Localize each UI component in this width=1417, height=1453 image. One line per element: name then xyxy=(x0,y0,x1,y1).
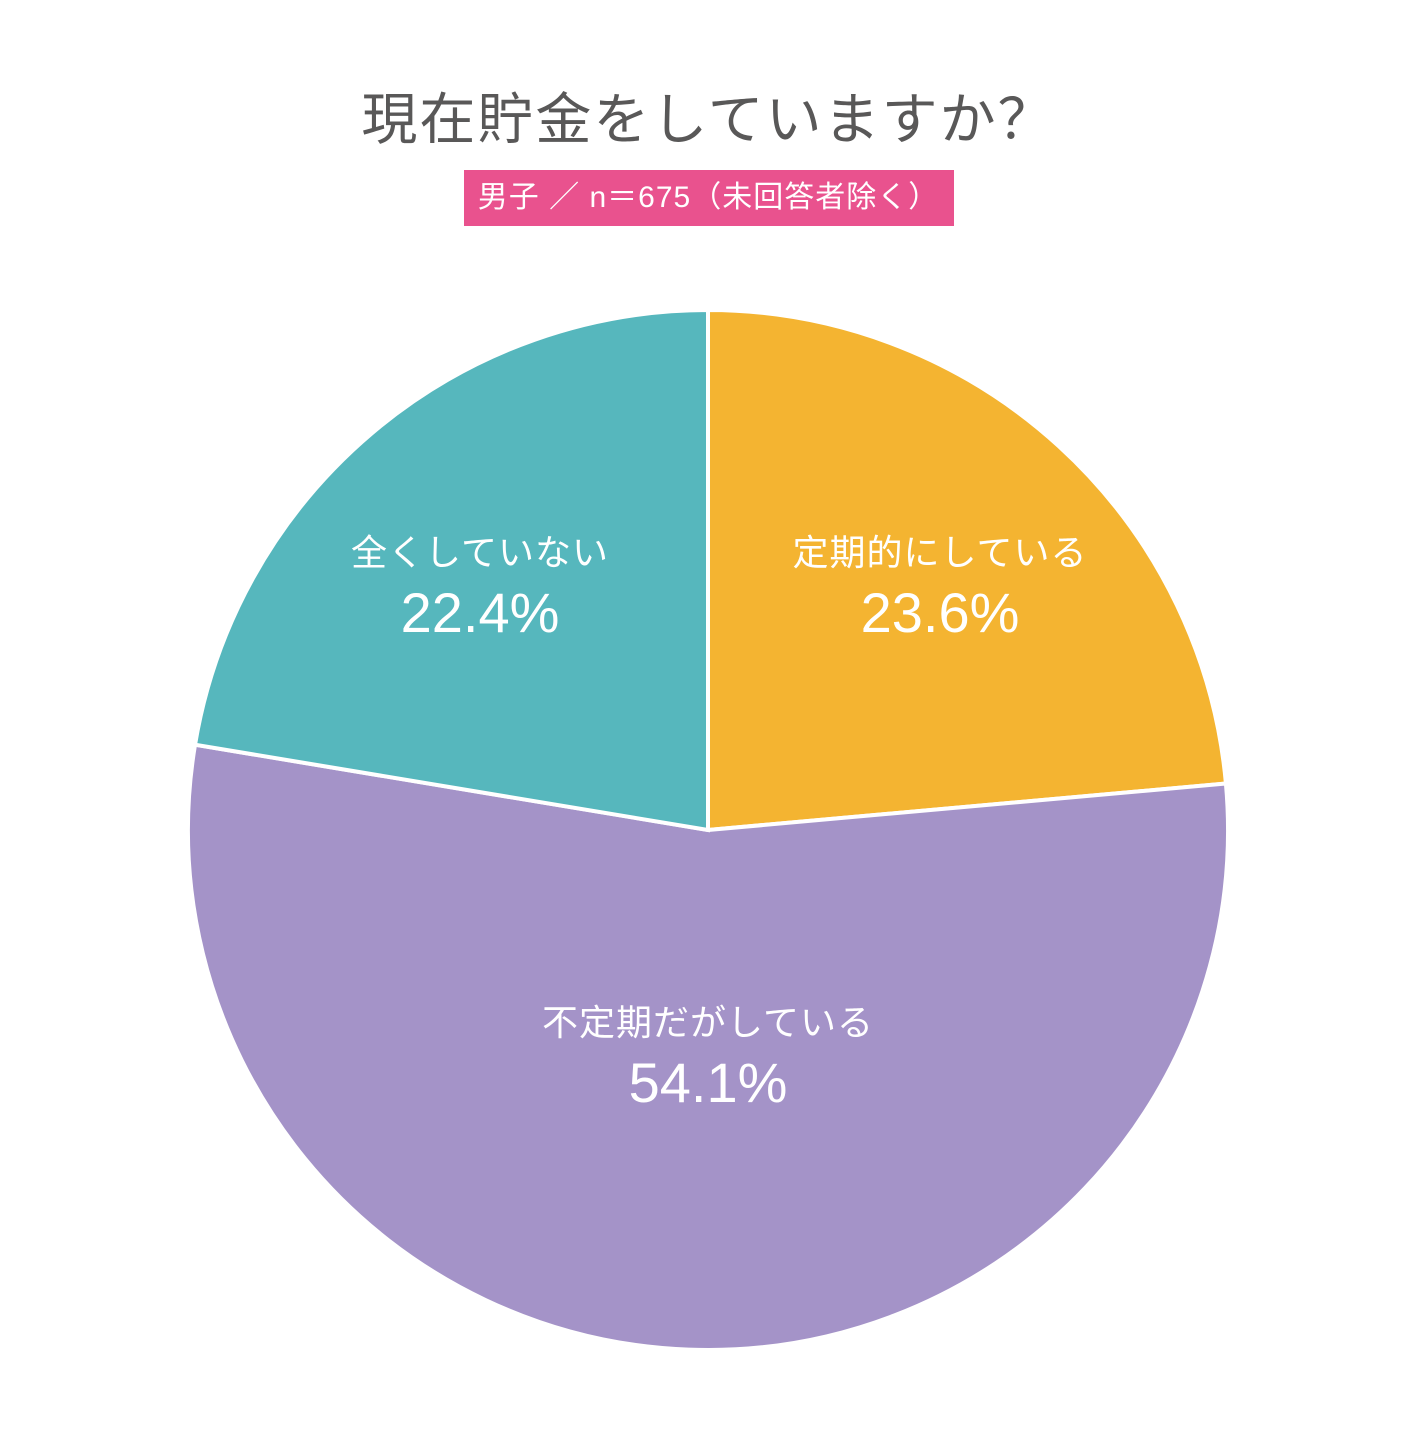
slice-label-value: 23.6% xyxy=(793,577,1088,650)
slice-label-value: 22.4% xyxy=(351,577,609,650)
pie-chart-svg xyxy=(0,0,1417,1453)
slice-label: 不定期だがしている54.1% xyxy=(542,1000,874,1120)
slice-label-text: 不定期だがしている xyxy=(542,1000,874,1047)
pie-chart-container: 定期的にしている23.6% 不定期だがしている54.1% 全くしていない22.4% xyxy=(0,0,1417,1453)
slice-label-value: 54.1% xyxy=(542,1047,874,1120)
slice-label-text: 全くしていない xyxy=(351,530,609,577)
slice-label: 定期的にしている23.6% xyxy=(793,530,1088,650)
slice-label: 全くしていない22.4% xyxy=(351,530,609,650)
slice-label-text: 定期的にしている xyxy=(793,530,1088,577)
